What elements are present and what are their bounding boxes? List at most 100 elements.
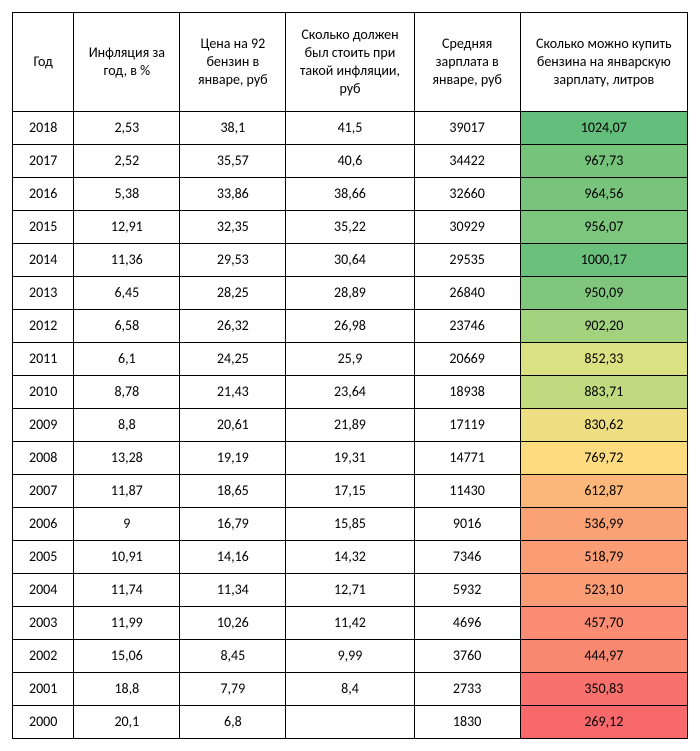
cell-sal: 39017 — [414, 112, 520, 145]
cell-sal: 29535 — [414, 244, 520, 277]
cell-infl: 6,58 — [74, 310, 180, 343]
table-row: 20116,124,2525,920669852,33 — [13, 343, 688, 376]
cell-infl: 2,53 — [74, 112, 180, 145]
cell-infl: 11,36 — [74, 244, 180, 277]
cell-year: 2011 — [13, 343, 74, 376]
table-row: 2006916,7915,859016536,99 — [13, 508, 688, 541]
cell-should: 41,5 — [286, 112, 414, 145]
cell-price: 14,16 — [180, 541, 286, 574]
table-row: 20126,5826,3226,9823746902,20 — [13, 310, 688, 343]
col-header-year: Год — [13, 13, 74, 112]
cell-infl: 9 — [74, 508, 180, 541]
cell-should: 9,99 — [286, 640, 414, 673]
table-row: 20165,3833,8638,6632660964,56 — [13, 178, 688, 211]
table-row: 200411,7411,3412,715932523,10 — [13, 574, 688, 607]
cell-year: 2007 — [13, 475, 74, 508]
cell-price: 10,26 — [180, 607, 286, 640]
cell-year: 2013 — [13, 277, 74, 310]
cell-liters: 457,70 — [520, 607, 687, 640]
gasoline-inflation-table: Год Инфляция за год, в % Цена на 92 бенз… — [12, 12, 688, 739]
cell-infl: 6,1 — [74, 343, 180, 376]
cell-sal: 11430 — [414, 475, 520, 508]
cell-price: 28,25 — [180, 277, 286, 310]
cell-infl: 11,74 — [74, 574, 180, 607]
cell-price: 20,61 — [180, 409, 286, 442]
cell-price: 11,34 — [180, 574, 286, 607]
table-row: 200118,87,798,42733350,83 — [13, 673, 688, 706]
col-header-liters: Сколько можно купить бензина на январску… — [520, 13, 687, 112]
cell-sal: 17119 — [414, 409, 520, 442]
cell-sal: 26840 — [414, 277, 520, 310]
cell-liters: 536,99 — [520, 508, 687, 541]
table-row: 20182,5338,141,5390171024,07 — [13, 112, 688, 145]
cell-liters: 964,56 — [520, 178, 687, 211]
cell-infl: 15,06 — [74, 640, 180, 673]
cell-should: 12,71 — [286, 574, 414, 607]
cell-year: 2003 — [13, 607, 74, 640]
cell-should: 17,15 — [286, 475, 414, 508]
table-row: 20136,4528,2528,8926840950,09 — [13, 277, 688, 310]
table-row: 20108,7821,4323,6418938883,71 — [13, 376, 688, 409]
cell-should: 23,64 — [286, 376, 414, 409]
table-row: 200813,2819,1919,3114771769,72 — [13, 442, 688, 475]
cell-infl: 2,52 — [74, 145, 180, 178]
cell-should: 35,22 — [286, 211, 414, 244]
cell-liters: 350,83 — [520, 673, 687, 706]
cell-infl: 10,91 — [74, 541, 180, 574]
cell-price: 16,79 — [180, 508, 286, 541]
col-header-price: Цена на 92 бензин в январе, руб — [180, 13, 286, 112]
cell-should: 11,42 — [286, 607, 414, 640]
cell-year: 2006 — [13, 508, 74, 541]
cell-should: 25,9 — [286, 343, 414, 376]
cell-sal: 3760 — [414, 640, 520, 673]
table-header-row: Год Инфляция за год, в % Цена на 92 бенз… — [13, 13, 688, 112]
table-row: 20172,5235,5740,634422967,73 — [13, 145, 688, 178]
cell-infl: 18,8 — [74, 673, 180, 706]
cell-sal: 2733 — [414, 673, 520, 706]
cell-year: 2010 — [13, 376, 74, 409]
col-header-sal: Средняя зарплата в январе, руб — [414, 13, 520, 112]
cell-should: 15,85 — [286, 508, 414, 541]
cell-year: 2008 — [13, 442, 74, 475]
cell-should: 26,98 — [286, 310, 414, 343]
cell-should: 14,32 — [286, 541, 414, 574]
cell-liters: 950,09 — [520, 277, 687, 310]
cell-price: 21,43 — [180, 376, 286, 409]
cell-price: 19,19 — [180, 442, 286, 475]
cell-infl: 8,8 — [74, 409, 180, 442]
cell-infl: 11,99 — [74, 607, 180, 640]
cell-infl: 20,1 — [74, 706, 180, 739]
cell-sal: 14771 — [414, 442, 520, 475]
cell-sal: 7346 — [414, 541, 520, 574]
cell-price: 35,57 — [180, 145, 286, 178]
cell-year: 2017 — [13, 145, 74, 178]
cell-sal: 30929 — [414, 211, 520, 244]
cell-should: 21,89 — [286, 409, 414, 442]
cell-infl: 12,91 — [74, 211, 180, 244]
cell-liters: 883,71 — [520, 376, 687, 409]
cell-liters: 852,33 — [520, 343, 687, 376]
cell-year: 2002 — [13, 640, 74, 673]
cell-liters: 1000,17 — [520, 244, 687, 277]
cell-price: 8,45 — [180, 640, 286, 673]
col-header-infl: Инфляция за год, в % — [74, 13, 180, 112]
cell-liters: 612,87 — [520, 475, 687, 508]
cell-should: 40,6 — [286, 145, 414, 178]
cell-sal: 32660 — [414, 178, 520, 211]
table-body: 20182,5338,141,5390171024,0720172,5235,5… — [13, 112, 688, 739]
cell-liters: 518,79 — [520, 541, 687, 574]
cell-year: 2001 — [13, 673, 74, 706]
table-row: 200020,16,81830269,12 — [13, 706, 688, 739]
cell-sal: 18938 — [414, 376, 520, 409]
cell-infl: 11,87 — [74, 475, 180, 508]
table-row: 201512,9132,3535,2230929956,07 — [13, 211, 688, 244]
col-header-should: Сколько должен был стоить при такой инфл… — [286, 13, 414, 112]
cell-sal: 1830 — [414, 706, 520, 739]
cell-year: 2009 — [13, 409, 74, 442]
cell-liters: 269,12 — [520, 706, 687, 739]
cell-sal: 9016 — [414, 508, 520, 541]
cell-liters: 769,72 — [520, 442, 687, 475]
cell-price: 26,32 — [180, 310, 286, 343]
cell-should: 30,64 — [286, 244, 414, 277]
table-row: 200311,9910,2611,424696457,70 — [13, 607, 688, 640]
